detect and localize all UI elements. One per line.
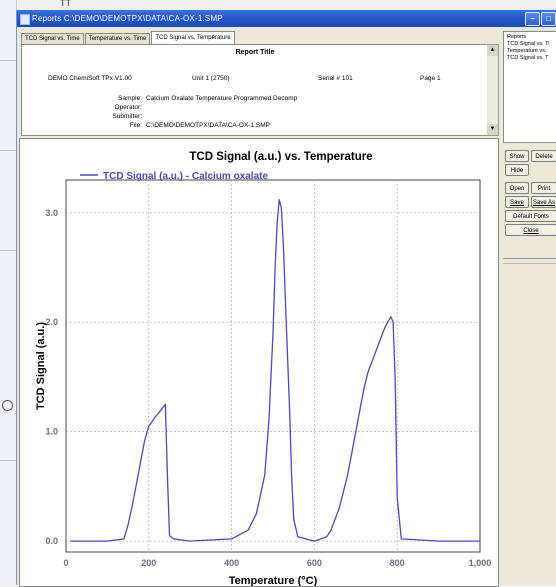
scroll-up-icon[interactable]: ▲ [487,45,498,56]
submitter-label: Submitter: [112,113,142,120]
reports-list[interactable]: Reports TCD Signal vs. Ti Temperature vs… [503,31,556,143]
file-value: C:\DEMO\DEMOTPX\DATA\CA-OX-1.SMP [146,122,270,129]
report-title: Report Title [235,49,275,56]
y-axis-label: TCD Signal (a.u.) [35,322,47,410]
side-divider [503,258,556,259]
window-title: Reports C:\DEMO\DEMOTPX\DATA\CA-OX-1.SMP [32,14,223,23]
chart-panel: 0.0 1.0 2.0 3.0 0 200 400 600 800 1,000 TCD Signal… [19,138,499,587]
x-tick-label: 0 [63,558,68,568]
print-button[interactable]: Print [531,182,556,194]
save-button[interactable]: Save [505,196,529,208]
default-fonts-button[interactable]: Default Fonts [505,210,556,222]
window-controls: – □ [525,12,556,26]
side-panel: Reports TCD Signal vs. Ti Temperature vs… [503,31,556,585]
x-tick-label: 600 [307,558,322,568]
background-grid-line [0,150,16,151]
legend-label: TCD Signal (a.u.) - Calcium oxalate [103,171,268,182]
report-tabs: TCD Signal vs. Time Temperature vs. Time… [21,31,236,44]
reports-list-item[interactable]: TCD Signal vs. Ti [507,41,550,47]
reports-list-item[interactable]: TCD Signal vs. T [507,55,549,61]
file-label: File: [129,122,142,129]
scroll-down-icon[interactable]: ▼ [487,124,498,135]
operator-label: Operator: [114,104,142,111]
y-tick-label: 0.0 [45,536,58,546]
reports-list-item[interactable]: Temperature vs. [507,48,547,54]
delete-button[interactable]: Delete [531,150,556,162]
side-empty-area [503,263,556,584]
y-tick-label: 2.0 [45,317,58,327]
background-grid-line [0,460,16,461]
serial-number: Serial # 101 [318,75,353,82]
background-app-strip [0,0,17,585]
minimize-icon[interactable]: – [525,12,540,26]
x-tick-label: 800 [390,558,405,568]
background-grid-line [0,250,16,251]
y-tick-label: 1.0 [45,427,58,437]
show-button[interactable]: Show [505,150,529,162]
x-tick-label: 200 [141,558,156,568]
save-as-button[interactable]: Save As [531,196,556,208]
background-top-mark: TT [60,0,71,8]
tab-temperature-vs-time[interactable]: Temperature vs. Time [84,33,151,44]
y-tick-label: 3.0 [45,208,58,218]
x-tick-label: 400 [224,558,239,568]
open-button[interactable]: Open [505,182,529,194]
unit-label: Unit 1 (2750) [192,75,230,82]
header-scrollbar[interactable]: ▲ ▼ [487,44,499,136]
x-tick-label: 1,000 [469,558,492,568]
sample-value: Calcium Oxalate Temperature Programmed D… [146,95,298,102]
tcd-chart: 0.0 1.0 2.0 3.0 0 200 400 600 800 1,000 TCD Signal… [35,151,492,586]
sample-label: Sample: [118,95,142,102]
window-titlebar[interactable]: Reports C:\DEMO\DEMOTPX\DATA\CA-OX-1.SMP… [17,10,556,27]
maximize-icon[interactable]: □ [541,12,556,26]
app-icon [20,14,30,25]
tab-tcd-vs-time[interactable]: TCD Signal vs. Time [21,33,84,44]
close-button[interactable]: Close [505,224,556,236]
background-pin-icon [2,400,13,411]
reports-window: Reports C:\DEMO\DEMOTPX\DATA\CA-OX-1.SMP… [16,10,556,587]
page-number: Page 1 [420,75,441,82]
software-version: DEMO ChemiSoft TPx V1.00 [48,75,132,82]
reports-heading: Reports [507,34,527,40]
plot-area [65,179,481,553]
report-header: Report Title DEMO ChemiSoft TPx V1.00 Un… [21,44,489,136]
x-axis-label: Temperature (°C) [229,575,318,586]
series-line [70,199,480,542]
hide-button[interactable]: Hide [505,164,529,176]
chart-title: TCD Signal (a.u.) vs. Temperature [189,151,372,163]
background-grid-line [0,60,16,61]
tab-tcd-vs-temperature[interactable]: TCD Signal vs. Temperature [151,31,235,44]
